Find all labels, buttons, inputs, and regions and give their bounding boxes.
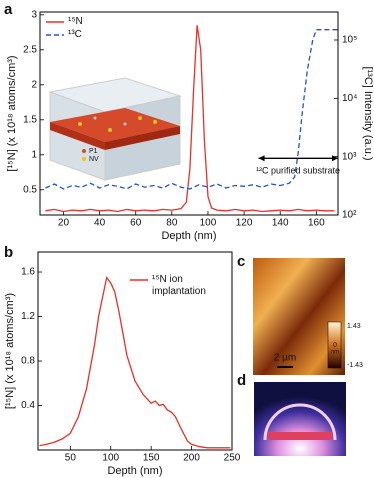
x-tick-label: 250 bbox=[224, 453, 241, 464]
series-line bbox=[45, 25, 335, 213]
y-tick-label: 2 bbox=[31, 79, 37, 90]
x-axis-label: Depth (nm) bbox=[107, 465, 162, 477]
annotation: ¹²C purified substrate bbox=[256, 166, 340, 176]
x-tick-label: 100 bbox=[200, 218, 217, 229]
y-tick-label: 2.5 bbox=[23, 44, 37, 55]
y-tick-label: 0.4 bbox=[21, 400, 35, 411]
panel-label: d bbox=[237, 372, 246, 389]
x-tick-label: 200 bbox=[183, 453, 200, 464]
plot-frame bbox=[39, 11, 339, 216]
x-axis-label: Depth (nm) bbox=[161, 230, 216, 242]
x-tick-label: 60 bbox=[130, 218, 142, 229]
colorbar-tick: 0 bbox=[333, 342, 337, 349]
panel-label: a bbox=[4, 1, 13, 18]
x-tick-label: 150 bbox=[143, 453, 160, 464]
afm-image: 2 µm 1.43 0 -1.43 nm bbox=[253, 258, 363, 375]
inset-label: NV bbox=[89, 156, 99, 163]
colorbar-tick: 1.43 bbox=[347, 323, 361, 330]
panel-label: b bbox=[4, 244, 13, 261]
y-axis-label: [¹⁵N] (x 10¹⁸ atoms/cm³) bbox=[4, 293, 16, 409]
legend-label: ¹³C bbox=[68, 29, 82, 40]
photo bbox=[254, 382, 346, 456]
y2-tick-label: 10⁴ bbox=[342, 93, 357, 104]
legend-label: ¹⁵N ion implantation bbox=[152, 274, 206, 297]
y-tick-label: 0.5 bbox=[23, 184, 37, 195]
colorbar-unit: nm bbox=[331, 350, 339, 356]
plot-frame bbox=[37, 251, 233, 451]
x-tick-label: 20 bbox=[58, 218, 70, 229]
x-tick-label: 80 bbox=[166, 218, 178, 229]
y-axis-label: [¹⁵N] (x 10¹⁸ atoms/cm³) bbox=[6, 55, 18, 171]
y2-tick-label: 10³ bbox=[342, 151, 357, 162]
legend-label: ¹⁵N bbox=[68, 16, 83, 27]
y2-axis-label: [¹³C] Intensity (a.u.) bbox=[362, 66, 374, 160]
y-tick-label: 1 bbox=[31, 149, 37, 160]
x-tick-label: 140 bbox=[272, 218, 289, 229]
y-tick-label: 1.6 bbox=[21, 267, 35, 278]
y-tick-label: 1.5 bbox=[23, 114, 37, 125]
x-tick-label: 160 bbox=[308, 218, 325, 229]
y-tick-label: 0.8 bbox=[21, 356, 35, 367]
x-tick-label: 40 bbox=[94, 218, 106, 229]
x-tick-label: 100 bbox=[102, 453, 119, 464]
y-tick-label: 1.2 bbox=[21, 311, 35, 322]
colorbar-tick: -1.43 bbox=[347, 362, 363, 369]
y-tick-label: 3 bbox=[31, 9, 37, 20]
scale-bar: 2 µm bbox=[274, 353, 296, 364]
x-tick-label: 50 bbox=[65, 453, 77, 464]
y2-tick-label: 10⁵ bbox=[342, 35, 357, 46]
x-tick-label: 120 bbox=[236, 218, 253, 229]
series-line bbox=[45, 29, 338, 190]
inset-label: P1 bbox=[89, 148, 98, 155]
panel-label: c bbox=[237, 253, 245, 270]
series-line bbox=[39, 276, 231, 449]
sample-illustration: P1 NV bbox=[48, 77, 182, 181]
y2-tick-label: 10² bbox=[342, 210, 357, 221]
